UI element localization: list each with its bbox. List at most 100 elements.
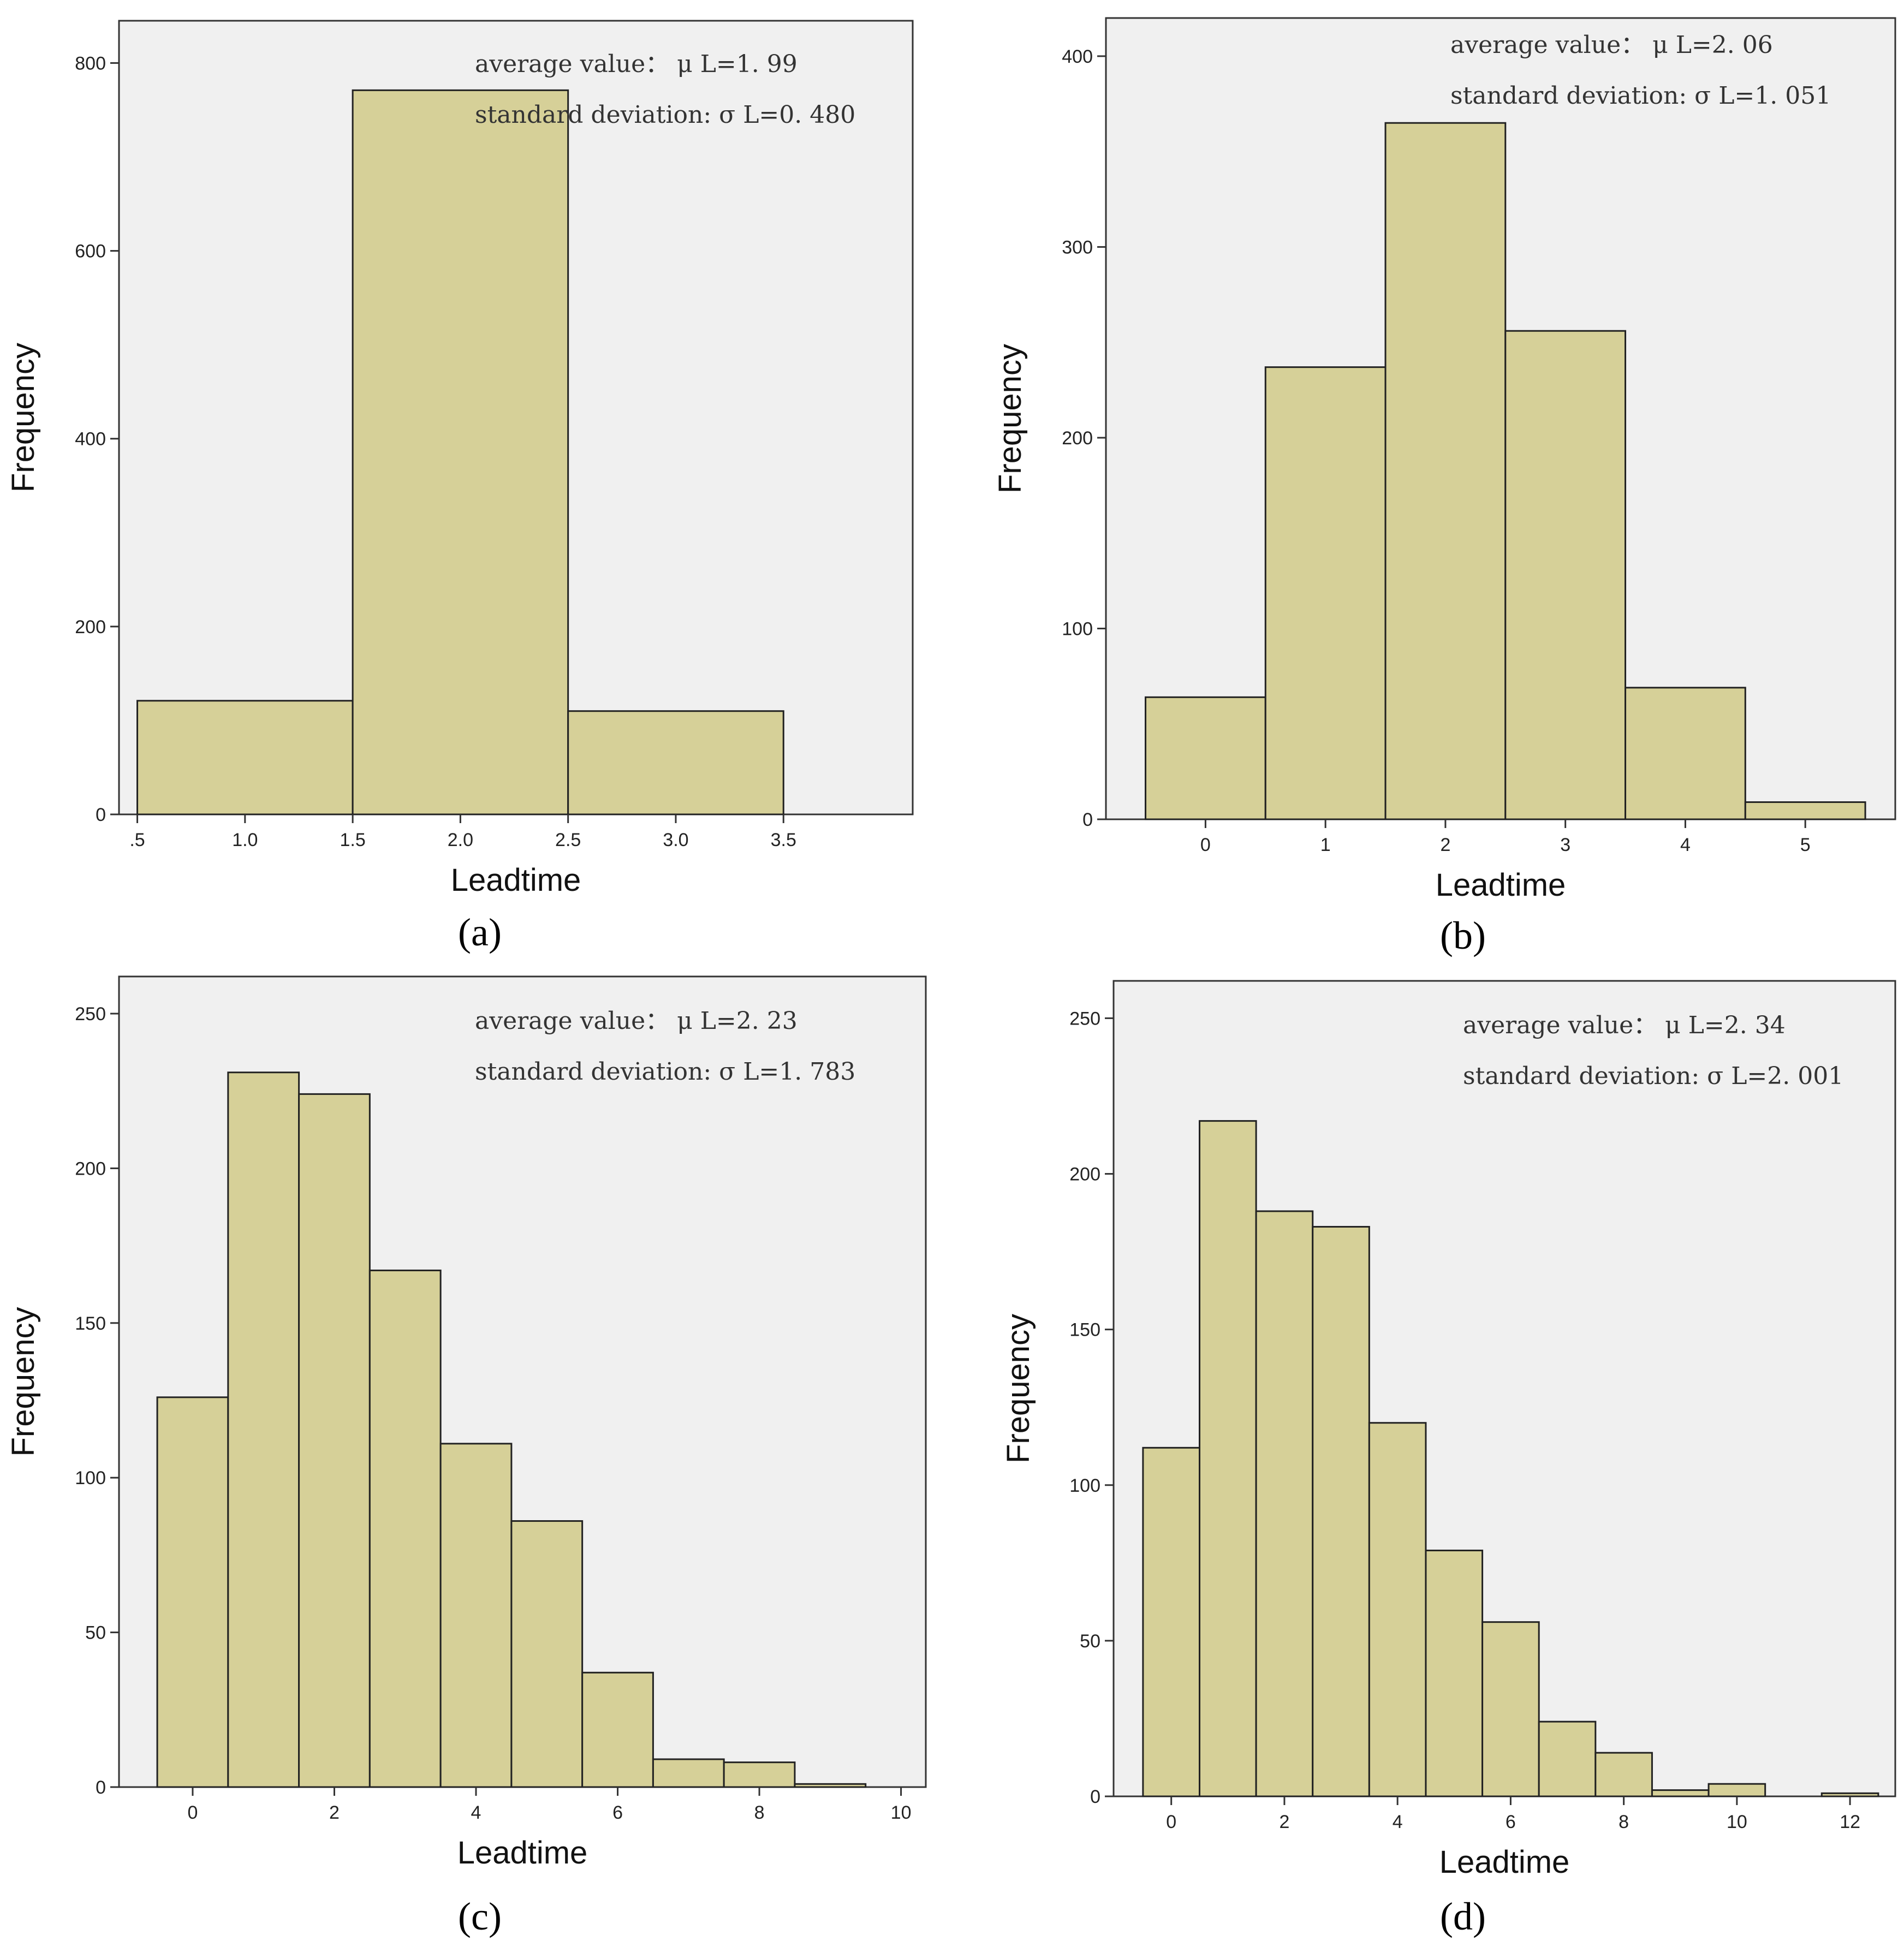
x-tick-label: 6 (1506, 1812, 1516, 1832)
histogram-bar (1198, 1120, 1257, 1797)
x-tick-label: 1.5 (340, 830, 365, 850)
y-tick-label: 100 (1062, 618, 1093, 639)
x-tick-label: 6 (612, 1802, 623, 1823)
y-tick-label: 150 (75, 1313, 106, 1334)
y-tick-label: 800 (75, 53, 106, 74)
x-tick-label: 4 (471, 1802, 481, 1823)
y-tick-label: 400 (75, 429, 106, 450)
y-tick-label: 0 (96, 805, 106, 825)
x-tick-label: 2 (1440, 835, 1450, 855)
histogram-bar (1744, 801, 1866, 820)
y-axis-title: Frequency (5, 1307, 41, 1456)
histogram-bar (156, 1396, 229, 1788)
histogram-bar (368, 1269, 442, 1788)
histogram-bar (794, 1783, 867, 1788)
y-tick-label: 0 (1082, 809, 1093, 830)
x-tick-label: 10 (1727, 1812, 1747, 1832)
histogram-bar (723, 1761, 796, 1788)
histogram-bar (1368, 1422, 1427, 1797)
histogram-bar (581, 1671, 654, 1788)
y-tick-label: 400 (1062, 46, 1093, 67)
histogram-bar (136, 700, 354, 815)
histogram-bar (1504, 330, 1627, 820)
x-tick-label: 3.0 (663, 830, 688, 850)
histogram-bar (1264, 366, 1387, 820)
panel-label: (d) (1440, 1895, 1486, 1938)
histogram-bar (1145, 696, 1266, 820)
y-axis-title: Frequency (1001, 1314, 1036, 1463)
x-tick-label: 0 (187, 1802, 198, 1823)
x-tick-label: 2.5 (555, 830, 581, 850)
std-annotation: standard deviation: σ L=1. 051 (1450, 82, 1831, 110)
histogram-bar (227, 1071, 300, 1788)
x-axis-title: Leadtime (1436, 867, 1566, 903)
y-tick-label: 300 (1062, 237, 1093, 258)
histogram-panel-d: 0 50 100 150 200 250 0 2 4 6 8 10 12 Leadtime Frequenc… (1001, 980, 1896, 1938)
panel-label: (a) (458, 910, 502, 954)
std-annotation: standard deviation: σ L=0. 480 (475, 101, 855, 129)
x-tick-label: 1 (1320, 835, 1331, 855)
y-tick-label: 0 (96, 1777, 106, 1798)
histogram-bar (652, 1758, 725, 1788)
y-tick-label: 250 (1069, 1008, 1100, 1029)
x-tick-label: 8 (1619, 1812, 1629, 1832)
panel-label: (c) (458, 1895, 502, 1938)
histogram-bar (1651, 1789, 1710, 1797)
std-annotation: standard deviation: σ L=1. 783 (475, 1058, 855, 1086)
y-axis-title: Frequency (5, 343, 41, 492)
x-tick-label: 4 (1393, 1812, 1403, 1832)
x-tick-label: 0 (1200, 835, 1211, 855)
std-annotation: standard deviation: σ L=2. 001 (1463, 1062, 1843, 1090)
histogram-bar (1625, 687, 1746, 820)
y-tick-label: 100 (1069, 1475, 1100, 1496)
y-tick-label: 200 (75, 617, 106, 638)
histogram-bar (1425, 1550, 1484, 1797)
x-tick-label: 12 (1840, 1812, 1860, 1832)
x-tick-label: .5 (129, 830, 145, 850)
histogram-panel-a: 0 200 400 600 800 .5 1.0 1.5 2.0 2.5 3.0 3.5 Leadtim… (5, 20, 914, 954)
histogram-bar (1820, 1792, 1879, 1797)
y-tick-label: 50 (1080, 1631, 1100, 1652)
histogram-bar (1255, 1210, 1314, 1797)
x-tick-label: 3 (1560, 835, 1570, 855)
x-tick-label: 5 (1800, 835, 1811, 855)
histogram-bar (1538, 1720, 1597, 1797)
y-tick-label: 200 (75, 1158, 106, 1179)
x-axis-title: Leadtime (451, 862, 581, 898)
y-tick-label: 250 (75, 1004, 106, 1025)
histogram-bar (439, 1443, 513, 1788)
x-tick-label: 3.5 (771, 830, 796, 850)
x-tick-label: 1.0 (232, 830, 258, 850)
histogram-bar (1384, 122, 1507, 820)
x-tick-label: 2 (329, 1802, 340, 1823)
x-tick-label: 0 (1166, 1812, 1176, 1832)
y-tick-label: 600 (75, 241, 106, 262)
mean-annotation: average value： μ L=1. 99 (475, 50, 798, 78)
histogram-bar (1312, 1225, 1370, 1797)
histogram-bar (1594, 1752, 1653, 1797)
y-tick-label: 50 (85, 1623, 106, 1644)
y-axis-title: Frequency (992, 344, 1028, 493)
mean-annotation: average value： μ L=2. 06 (1450, 31, 1773, 59)
y-tick-label: 100 (75, 1468, 106, 1489)
x-tick-label: 2.0 (448, 830, 473, 850)
histogram-bar (298, 1093, 371, 1788)
x-axis-title: Leadtime (457, 1835, 588, 1871)
x-tick-label: 2 (1279, 1812, 1289, 1832)
x-tick-label: 4 (1680, 835, 1691, 855)
x-tick-label: 8 (754, 1802, 765, 1823)
histogram-bar (352, 89, 569, 815)
histogram-bar (510, 1520, 584, 1788)
x-axis-title: Leadtime (1439, 1844, 1570, 1880)
mean-annotation: average value： μ L=2. 34 (1463, 1011, 1786, 1039)
x-tick-label: 10 (891, 1802, 912, 1823)
y-tick-label: 200 (1062, 428, 1093, 449)
histogram-panel-c: 0 50 100 150 200 250 0 2 4 6 8 10 Leadtime Frequency a… (5, 975, 927, 1938)
histogram-bar (1481, 1621, 1540, 1797)
y-tick-label: 150 (1069, 1320, 1100, 1341)
y-tick-label: 200 (1069, 1164, 1100, 1185)
histogram-panel-b: 0 100 200 300 400 0 1 2 3 4 5 Leadtime Frequency aver… (992, 17, 1896, 957)
histogram-bar (1707, 1783, 1766, 1797)
y-tick-label: 0 (1090, 1787, 1100, 1807)
